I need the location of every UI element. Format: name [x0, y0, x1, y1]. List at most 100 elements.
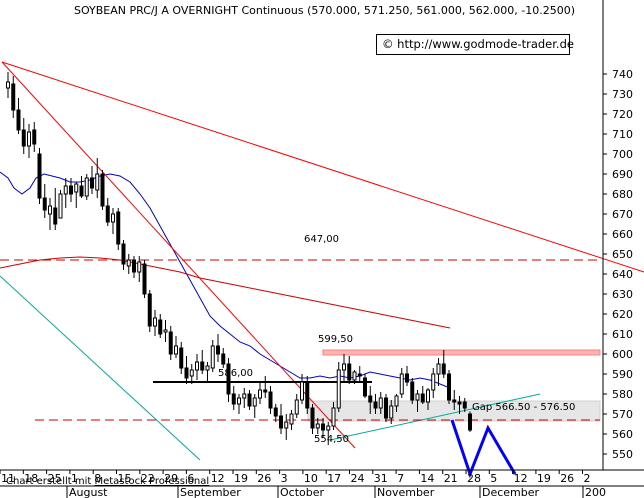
- candle: [342, 354, 346, 382]
- candle-body-down: [79, 185, 84, 197]
- candle-body-down: [231, 393, 236, 405]
- candle: [247, 390, 252, 410]
- candle-body-up: [394, 395, 399, 407]
- candle-body-down: [347, 363, 352, 381]
- candle: [431, 368, 436, 398]
- moving-average-long: [0, 256, 451, 329]
- candle-body-up: [205, 365, 210, 371]
- y-tick-label: 570: [612, 408, 633, 421]
- x-tick-label: 31: [374, 472, 388, 485]
- candle-body-down: [147, 293, 152, 327]
- candle-body-down: [221, 353, 226, 365]
- y-tick-label: 650: [612, 248, 633, 261]
- candle: [111, 208, 115, 234]
- trendline-downtrend-2: [1, 61, 644, 273]
- candle-body-down: [321, 423, 325, 431]
- candle: [410, 378, 415, 404]
- candle: [384, 394, 388, 422]
- x-tick-label: 2: [584, 472, 591, 485]
- candle-body-up: [237, 397, 241, 405]
- candle-body-down: [420, 393, 425, 403]
- y-tick-label: 560: [612, 428, 633, 441]
- x-tick-label: 5: [490, 472, 497, 485]
- metastock-link[interactable]: Metastock Professional: [94, 476, 210, 487]
- candle-body-up: [63, 185, 68, 195]
- y-tick-label: 720: [612, 108, 633, 121]
- band-resistance-zone: [322, 349, 601, 356]
- candle-body-up: [331, 407, 336, 427]
- x-tick-label: 14: [420, 472, 434, 485]
- reference-line-layer: [0, 61, 644, 461]
- candle: [462, 398, 467, 412]
- candle: [126, 254, 131, 274]
- annotation-label: 586,00: [218, 368, 253, 379]
- candle-body-up: [252, 397, 257, 407]
- candle: [315, 418, 320, 434]
- candle-body-up: [431, 373, 436, 391]
- x-tick-label: 18: [24, 472, 38, 485]
- candle-body-down: [32, 129, 37, 145]
- candle: [58, 190, 63, 219]
- candle-body-up: [294, 399, 299, 415]
- candle-body-down: [100, 173, 105, 207]
- x-tick-label: 19: [234, 472, 248, 485]
- month-label: December: [482, 486, 540, 498]
- candle: [174, 336, 178, 358]
- candle: [168, 326, 173, 360]
- candle: [326, 422, 331, 445]
- annotation-layer: 647,00 599,50 586,00 554,50 Gap 566.50 - 576…: [218, 234, 575, 445]
- chart-title: SOYBEAN PRC/J A OVERNIGHT Continuous (57…: [74, 4, 575, 17]
- candle: [21, 118, 26, 154]
- x-tick-label: 21: [444, 472, 458, 485]
- candle: [263, 376, 268, 398]
- y-tick-label: 660: [612, 228, 633, 241]
- candle-body-down: [69, 185, 73, 195]
- y-tick-label: 710: [612, 128, 633, 141]
- candle: [37, 148, 42, 204]
- candle-body-down: [179, 347, 184, 369]
- candle-body-down: [184, 367, 189, 379]
- candle-body-up: [289, 413, 294, 425]
- candle: [305, 376, 310, 414]
- x-tick-label: 1: [71, 472, 78, 485]
- candle-body-down: [462, 401, 467, 409]
- candle: [399, 368, 404, 398]
- month-label: 200: [585, 486, 606, 498]
- candle: [468, 411, 472, 432]
- candle-body-down: [441, 363, 446, 375]
- candle: [426, 388, 430, 410]
- candle: [163, 320, 168, 342]
- candle-body-down: [53, 207, 58, 225]
- candle: [200, 350, 205, 374]
- candle: [321, 418, 325, 438]
- candle: [210, 340, 215, 372]
- candle-body-up: [6, 81, 10, 89]
- candle: [16, 98, 21, 134]
- candle-body-down: [368, 395, 373, 403]
- candle-body-down: [105, 205, 110, 223]
- candle: [242, 388, 247, 408]
- candle-body-up: [137, 261, 142, 273]
- candle: [452, 390, 457, 410]
- x-tick-label: 24: [351, 472, 365, 485]
- candle-body-up: [27, 131, 31, 147]
- candle-body-up: [195, 361, 199, 371]
- candle-body-up: [258, 389, 262, 399]
- candle: [310, 404, 315, 434]
- candle-body-down: [410, 381, 415, 401]
- candle: [195, 354, 199, 380]
- trendline-support-rising: [329, 393, 541, 441]
- candle-body-up: [95, 173, 100, 191]
- candle-body-down: [384, 397, 388, 419]
- month-label: November: [377, 486, 435, 498]
- candle: [273, 404, 278, 422]
- candle: [189, 364, 194, 384]
- x-tick-label: 17: [327, 472, 341, 485]
- x-tick-label: 10: [304, 472, 318, 485]
- candle: [457, 396, 462, 414]
- candle: [221, 348, 226, 368]
- candle: [363, 374, 367, 398]
- x-tick-label: 25: [48, 472, 62, 485]
